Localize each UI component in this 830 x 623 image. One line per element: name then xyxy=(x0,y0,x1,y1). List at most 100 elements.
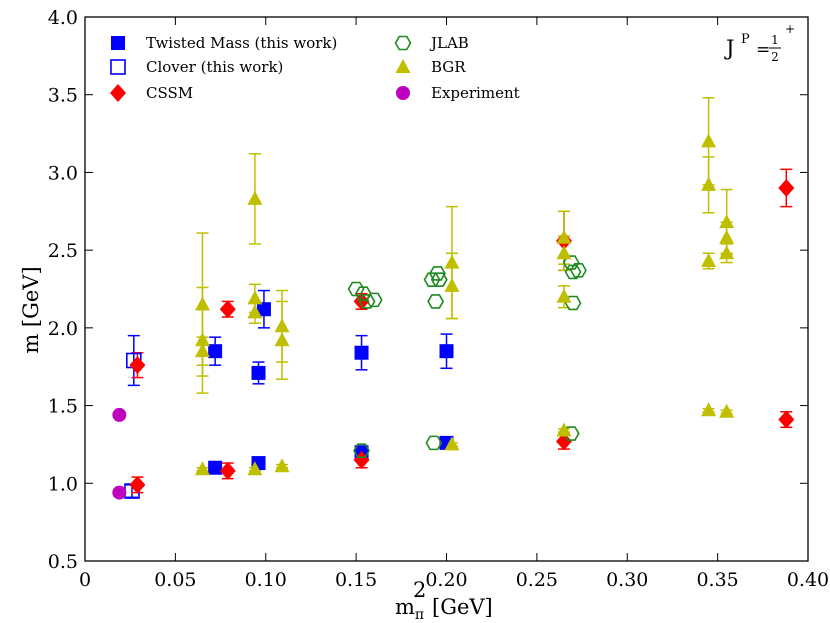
bgr-point xyxy=(556,245,572,260)
bgr-point xyxy=(719,245,735,260)
legend-marker-experiment xyxy=(396,86,410,100)
legend: Twisted Mass (this work) Clover (this wor… xyxy=(110,34,520,102)
bgr-point xyxy=(444,436,460,451)
legend-label-experiment: Experiment xyxy=(431,84,520,102)
cssm-point xyxy=(555,432,572,451)
x-tick-label: 0.20 xyxy=(425,569,467,591)
bgr-point xyxy=(701,176,717,191)
twisted-mass-this-work-point xyxy=(208,460,223,475)
y-axis-label: m [GeV] xyxy=(19,266,43,353)
bgr-point xyxy=(444,277,460,292)
jlab-point xyxy=(425,435,443,451)
y-tick-label: 2.0 xyxy=(48,318,78,340)
x-tick-label: 0.15 xyxy=(335,569,377,591)
bgr-point xyxy=(719,229,735,244)
twisted-mass-this-work-point xyxy=(256,302,271,317)
twisted-mass-this-work-point xyxy=(439,344,454,359)
cssm-point xyxy=(778,410,795,429)
legend-marker-twisted-mass-this-work xyxy=(111,36,125,50)
x-tick-label: 0.40 xyxy=(787,569,829,591)
legend-label-bgr: BGR xyxy=(431,58,466,76)
jlab-point xyxy=(564,264,582,280)
x-tick-label: 0.30 xyxy=(606,569,648,591)
annotation-denominator: 2 xyxy=(771,50,779,64)
cssm-point xyxy=(219,300,236,319)
annotation-numerator: 1 xyxy=(771,33,779,47)
x-axis-label-unit: [GeV] xyxy=(432,595,493,619)
bgr-point xyxy=(556,229,572,244)
legend-label-twisted-mass-this-work: Twisted Mass (this work) xyxy=(146,34,337,52)
annotation-equals: = xyxy=(756,40,770,60)
bgr-point xyxy=(194,332,210,347)
legend-entry-clover-this-work: Clover (this work) xyxy=(110,58,283,76)
bgr-point xyxy=(194,461,210,476)
x-axis-label-sub: π xyxy=(415,607,424,623)
bgr-point xyxy=(274,318,290,333)
bgr-point xyxy=(247,304,263,319)
bgr-point xyxy=(719,214,735,229)
y-tick-label: 1.5 xyxy=(48,396,78,418)
ticks-layer: 0 0.05 0.10 0.15 0.20 0.25 0.30 0.35 0.40 0.5 1.0 1… xyxy=(48,7,829,591)
legend-marker-cssm xyxy=(110,84,126,102)
x-axis-label-main: m xyxy=(395,595,415,619)
markers-layer xyxy=(112,133,795,500)
legend-label-clover-this-work: Clover (this work) xyxy=(146,58,283,76)
bgr-point xyxy=(247,461,263,476)
x-axis-label-sup: 2 xyxy=(413,578,426,602)
x-axis-label: mπ 2 [GeV] xyxy=(395,578,493,623)
twisted-mass-this-work-point xyxy=(251,365,266,380)
cssm-point xyxy=(219,461,236,480)
y-tick-label: 2.5 xyxy=(48,240,78,262)
y-tick-label: 3.0 xyxy=(48,162,78,184)
x-tick-label: 0.05 xyxy=(154,569,196,591)
cssm-point xyxy=(129,475,146,494)
annotation-sign: + xyxy=(785,22,795,36)
annotation-p: P xyxy=(741,32,750,47)
jlab-point xyxy=(365,292,383,308)
bgr-point xyxy=(556,422,572,437)
legend-label-cssm: CSSM xyxy=(146,84,193,102)
bgr-point xyxy=(701,133,717,148)
jlab-point xyxy=(347,281,365,297)
x-tick-label: 0.35 xyxy=(696,569,738,591)
bgr-point xyxy=(194,343,210,358)
legend-label-jlab: JLAB xyxy=(429,34,469,52)
bgr-point xyxy=(444,254,460,269)
twisted-mass-this-work-point xyxy=(354,345,369,360)
bgr-point xyxy=(247,290,263,305)
legend-entry-cssm: CSSM xyxy=(110,84,193,102)
cssm-point xyxy=(129,356,146,375)
spin-parity-annotation: J P = 1 2 + xyxy=(724,22,795,64)
y-tick-label: 4.0 xyxy=(48,7,78,29)
y-tick-label: 1.0 xyxy=(48,473,78,495)
legend-marker-jlab xyxy=(394,35,412,51)
y-tick-label: 0.5 xyxy=(48,551,78,573)
x-tick-label: 0.25 xyxy=(516,569,558,591)
twisted-mass-this-work-point xyxy=(208,344,223,359)
legend-marker-bgr xyxy=(395,59,411,73)
bgr-point xyxy=(274,458,290,473)
jlab-point xyxy=(430,272,448,287)
jlab-point xyxy=(358,294,376,309)
annotation-j: J xyxy=(724,36,734,60)
legend-entry-experiment: Experiment xyxy=(396,84,520,102)
legend-entry-jlab: JLAB xyxy=(394,34,469,52)
cssm-point xyxy=(778,178,795,197)
legend-marker-clover-this-work xyxy=(110,59,126,75)
jlab-point xyxy=(564,295,582,311)
experiment-point xyxy=(112,407,127,422)
jlab-point xyxy=(429,266,446,281)
bgr-point xyxy=(701,253,717,268)
experiment-point xyxy=(112,485,127,500)
bgr-point xyxy=(556,288,572,303)
bgr-point xyxy=(274,332,290,347)
svg-text:mπ: mπ xyxy=(395,595,424,623)
jlab-point xyxy=(570,263,587,278)
bgr-point xyxy=(247,190,263,205)
legend-entry-twisted-mass-this-work: Twisted Mass (this work) xyxy=(111,34,337,52)
x-tick-label: 0 xyxy=(79,569,91,591)
jlab-point xyxy=(427,294,445,309)
x-tick-label: 0.10 xyxy=(245,569,287,591)
